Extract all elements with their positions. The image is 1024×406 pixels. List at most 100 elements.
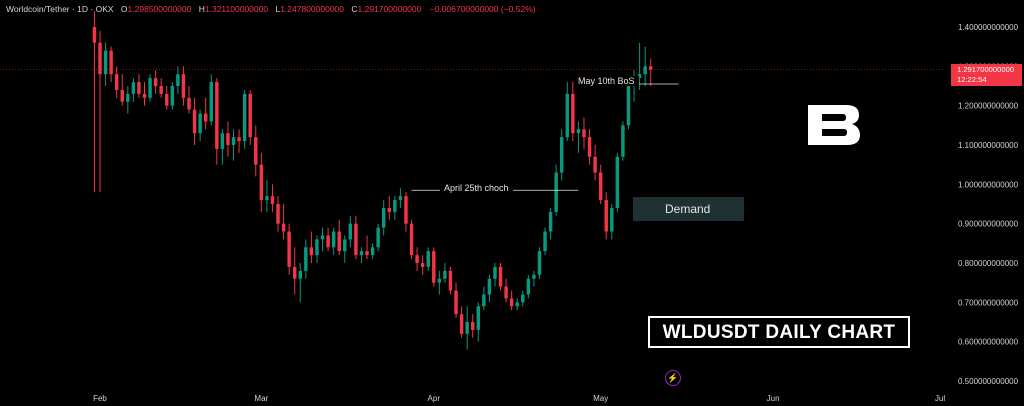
low-label: L [275,4,281,14]
candle-body [587,137,592,157]
x-tick-label: Mar [254,394,268,403]
candle-body [643,66,647,75]
candle-body [181,74,186,98]
candle-body [526,278,531,295]
candle-body [409,223,414,256]
candle-body [637,74,642,79]
candle-body [626,86,631,126]
y-tick-label: 0.900000000000 [958,220,1019,229]
candle-body [276,204,280,224]
candle-body [582,129,586,138]
candle-body [198,113,202,134]
close-label: C [351,4,358,14]
candle-body [387,207,391,212]
candle-body [509,298,514,307]
candle-body [220,133,225,149]
candle-body [543,231,547,252]
candle-body [137,82,141,94]
candle-body [426,251,430,267]
change-value: −0.006700000000 (−0.52%) [429,4,536,14]
candle-body [598,172,603,201]
candle-body [398,196,403,201]
candle-body [298,270,302,279]
candle-body [365,251,369,256]
candle-body [242,93,247,142]
candle-body [153,78,158,86]
candle-body [103,50,108,75]
candle-body [114,74,119,90]
high-label: H [198,4,205,14]
x-tick-label: Jun [767,394,780,403]
candle-body [215,82,219,149]
candle-body [621,125,625,157]
y-tick-label: 0.700000000000 [958,298,1019,307]
candle-body [120,89,124,102]
candle-body [309,247,314,256]
candle-body [470,322,475,330]
candle-body [443,270,447,279]
candle-body [370,247,375,256]
candle-body [142,93,147,98]
candle-body [571,93,575,134]
candle-body [354,223,358,256]
candles-group [92,11,653,350]
candle-body [248,93,252,138]
y-tick-label: 1.000000000000 [958,180,1019,189]
candle-body [226,133,230,145]
candle-body [337,231,341,252]
candle-body [610,207,614,232]
candle-body [92,27,97,43]
open-value: 1.298500000000 [127,4,192,14]
candle-body [254,137,258,165]
candle-body [131,82,136,94]
brand-b-logo-icon [808,105,860,145]
candle-body [415,255,419,263]
candle-body [459,314,464,334]
candle-body [559,137,564,173]
candle-body [448,270,453,291]
candle-body [554,172,558,212]
candle-body [109,50,113,75]
candle-body [170,86,175,106]
candle-body [287,231,291,267]
candle-body [432,251,436,283]
candle-body [381,207,386,228]
candle-body [148,78,152,98]
candle-body [304,247,308,271]
y-tick-label: 0.600000000000 [958,338,1019,347]
candle-body [203,113,208,122]
candle-body [315,239,319,256]
open-label: O [120,4,128,14]
candle-body [231,137,236,145]
annotation-lines [0,69,945,191]
candle-body [604,200,608,232]
candle-body [237,137,241,142]
bos-label: May 10th BoS [574,76,639,86]
candle-body [270,196,275,204]
y-tick-label: 0.500000000000 [958,377,1019,386]
candle-body [532,274,536,279]
candle-body [376,227,380,248]
symbol-label: Worldcoin/Tether · 1D · OKX [6,4,114,14]
candle-body [126,93,130,102]
candle-body [465,322,469,334]
candle-body [576,129,581,134]
candle-body [209,82,213,122]
candle-body [320,235,325,240]
y-tick-label: 1.100000000000 [958,141,1019,150]
candle-body [476,306,481,330]
lightning-icon[interactable]: ⚡ [665,370,681,386]
candle-body [454,290,458,315]
candle-body [498,266,503,287]
candle-body [192,109,197,134]
x-tick-label: Jul [935,394,945,403]
candle-body [437,278,442,283]
candle-body [521,294,525,303]
candle-body [281,223,286,232]
candle-body [615,156,620,208]
symbol-header: Worldcoin/Tether · 1D · OKX O1.298500000… [6,4,536,14]
choch-label: April 25th choch [440,183,513,193]
candle-body [331,231,336,248]
